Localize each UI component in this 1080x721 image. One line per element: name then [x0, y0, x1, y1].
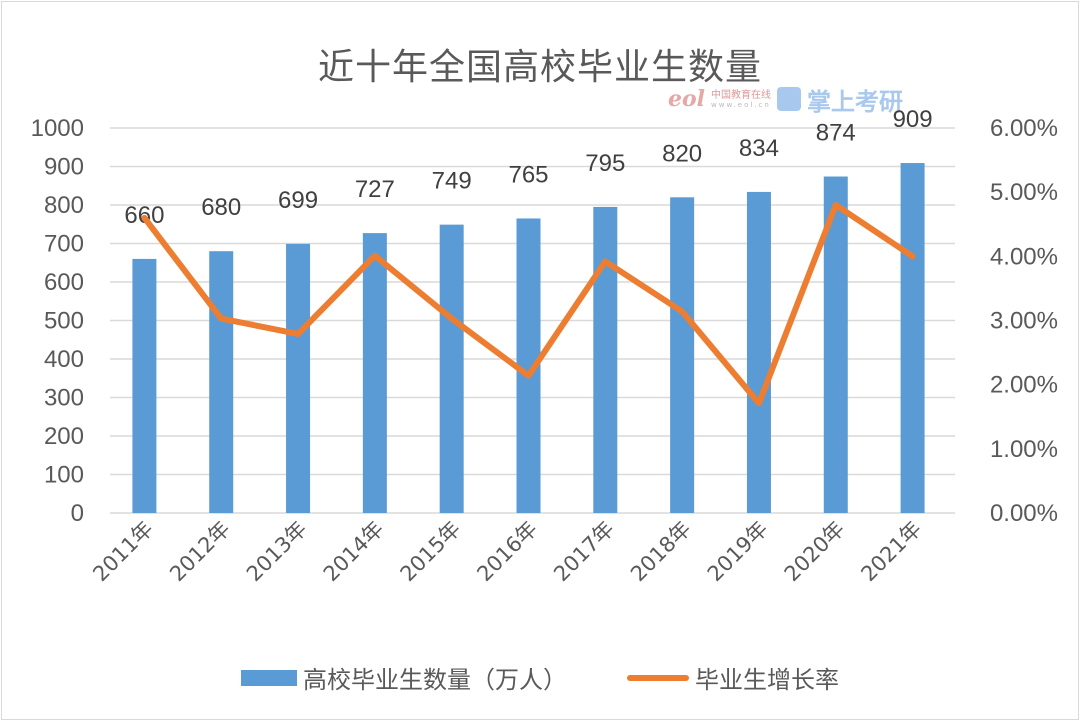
x-tick: 2021年: [857, 517, 927, 587]
y-left-tick: 400: [44, 346, 84, 373]
growth-rate-line: [141, 202, 916, 407]
bar: [746, 191, 771, 513]
bar: [286, 243, 311, 513]
bar: [132, 258, 157, 513]
legend-bar-label: 高校毕业生数量（万人）: [303, 666, 567, 694]
brand-label: 掌上考研: [807, 87, 904, 116]
x-tick: 2012年: [165, 517, 235, 587]
x-tick: 2011年: [88, 517, 158, 587]
bar: [900, 163, 925, 513]
y-left-tick: 300: [44, 385, 84, 412]
y-left-tick: 900: [44, 154, 84, 181]
data-label: 874: [816, 120, 856, 147]
legend-item-line: 毕业生增长率: [627, 660, 839, 695]
legend-item-bars: 高校毕业生数量（万人）: [241, 660, 567, 695]
bar: [670, 197, 695, 514]
data-label: 727: [355, 176, 395, 203]
data-label: 749: [432, 168, 472, 195]
legend-line-label: 毕业生增长率: [695, 666, 839, 694]
eol-text: 中国教育在线 www.eol.cn: [711, 90, 771, 109]
bar: [362, 233, 387, 514]
y-left-tick: 0: [71, 500, 84, 527]
y-right-tick: 6.00%: [990, 115, 1058, 142]
x-tick: 2020年: [780, 517, 850, 587]
y-right-tick: 3.00%: [990, 308, 1058, 335]
y-left-tick: 800: [44, 192, 84, 219]
bar: [593, 206, 618, 514]
bar: [209, 251, 234, 513]
y-right-tick: 2.00%: [990, 372, 1058, 399]
x-tick: 2015年: [396, 517, 466, 587]
legend: 高校毕业生数量（万人） 毕业生增长率: [0, 660, 1080, 695]
y-left-tick: 100: [44, 462, 84, 489]
data-label: 820: [662, 140, 702, 167]
x-tick: 2017年: [549, 517, 619, 587]
legend-bar-swatch: [241, 669, 297, 686]
legend-line-swatch: [627, 674, 689, 681]
x-tick: 2013年: [242, 517, 312, 587]
eol-cn-label: 中国教育在线: [711, 89, 772, 101]
bar: [439, 224, 464, 513]
y-left-tick: 500: [44, 308, 84, 335]
data-label: 699: [278, 187, 318, 214]
data-label: 795: [585, 150, 625, 177]
data-label: 765: [508, 161, 548, 188]
data-label: 834: [739, 135, 779, 162]
y-left-tick: 1000: [31, 115, 84, 142]
x-tick: 2019年: [703, 517, 773, 587]
eol-logo: eol: [668, 86, 706, 112]
y-right-tick: 0.00%: [990, 500, 1058, 527]
data-label: 680: [201, 194, 241, 221]
x-tick: 2018年: [626, 517, 696, 587]
y-left-tick: 600: [44, 269, 84, 296]
data-label: 909: [893, 106, 933, 133]
y-right-tick: 4.00%: [990, 243, 1058, 270]
y-right-tick: 1.00%: [990, 436, 1058, 463]
y-left-tick: 200: [44, 423, 84, 450]
y-left-tick: 700: [44, 231, 84, 258]
y-right-tick: 5.00%: [990, 179, 1058, 206]
watermark: eol 中国教育在线 www.eol.cn 掌上考研: [668, 83, 904, 116]
x-tick: 2014年: [319, 517, 389, 587]
chart-title: 近十年全国高校毕业生数量: [317, 47, 762, 88]
x-tick: 2016年: [472, 517, 542, 587]
graduation-cap-icon: [777, 87, 802, 111]
eol-url-label: www.eol.cn: [711, 100, 771, 109]
combo-chart: 0 100 200 300 400 500 600 700 800 900 1000 0.00% 1.0…: [31, 106, 1058, 587]
